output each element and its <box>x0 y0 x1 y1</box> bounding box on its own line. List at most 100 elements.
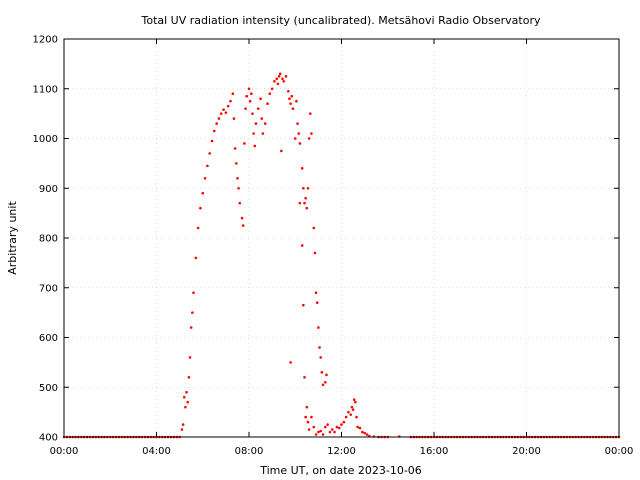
data-point <box>313 251 317 255</box>
data-point <box>219 112 223 115</box>
data-point <box>288 97 291 100</box>
data-point <box>196 226 200 230</box>
data-points <box>62 72 621 439</box>
data-point <box>312 226 316 230</box>
data-point <box>215 122 218 125</box>
data-point <box>278 72 282 76</box>
data-point <box>226 104 230 108</box>
data-point <box>273 79 276 83</box>
data-point <box>206 164 209 168</box>
data-point <box>231 92 235 96</box>
data-point <box>349 413 353 416</box>
data-point <box>304 415 307 419</box>
data-point <box>181 423 185 426</box>
data-point <box>253 144 257 148</box>
data-point <box>328 430 332 434</box>
data-point <box>254 122 258 125</box>
y-axis-label: Arbitrary unit <box>6 201 19 275</box>
data-point <box>317 326 320 329</box>
y-tick-label: 400 <box>39 433 58 444</box>
data-point <box>275 77 279 81</box>
x-axis-label: Time UT, on date 2023-10-06 <box>259 464 422 477</box>
data-point <box>312 425 316 429</box>
data-point <box>233 147 237 150</box>
data-point <box>308 112 312 115</box>
x-tick-label: 08:00 <box>235 446 264 457</box>
chart-title: Total UV radiation intensity (uncalibrat… <box>141 14 541 27</box>
data-point <box>305 405 309 409</box>
data-point <box>347 410 350 414</box>
data-point <box>248 99 252 103</box>
data-point <box>335 425 339 429</box>
data-point <box>199 206 202 210</box>
x-tick-label: 20:00 <box>512 446 541 457</box>
data-point <box>213 129 216 133</box>
data-point <box>245 94 248 98</box>
y-tick-label: 600 <box>39 333 58 344</box>
data-point <box>256 107 260 110</box>
data-point <box>224 111 228 114</box>
data-point <box>300 167 304 170</box>
data-point <box>325 373 328 377</box>
x-tick-label: 12:00 <box>327 446 356 457</box>
data-point <box>354 400 357 404</box>
data-point <box>203 177 207 180</box>
data-point <box>355 415 358 419</box>
grid-lines <box>64 39 619 437</box>
data-point <box>324 380 327 384</box>
plot-frame <box>63 38 620 438</box>
data-point <box>306 186 310 190</box>
y-tick-label: 1200 <box>33 35 58 46</box>
data-point <box>315 301 319 304</box>
data-point <box>326 423 329 426</box>
data-point <box>298 201 302 205</box>
data-point <box>241 224 245 227</box>
data-point <box>187 376 191 379</box>
data-point <box>317 430 320 434</box>
data-point <box>260 117 264 120</box>
x-tick-label: 00:00 <box>605 446 634 457</box>
data-point <box>342 420 346 424</box>
data-point <box>303 201 306 205</box>
data-point <box>180 428 184 431</box>
data-point <box>287 89 290 93</box>
data-point <box>184 405 187 409</box>
data-point <box>191 311 194 314</box>
data-point <box>321 383 325 387</box>
data-point <box>277 75 281 78</box>
data-point <box>261 132 265 135</box>
data-point <box>217 117 221 120</box>
data-point <box>290 94 294 98</box>
data-point <box>307 428 311 431</box>
data-point <box>319 429 322 433</box>
data-point <box>324 425 327 429</box>
data-point <box>365 433 369 436</box>
data-point <box>302 303 305 307</box>
data-point <box>304 196 307 200</box>
data-point <box>318 346 321 349</box>
data-point <box>303 376 306 379</box>
x-tick-label: 00:00 <box>50 446 79 457</box>
data-point <box>259 97 262 100</box>
data-point <box>302 186 305 190</box>
data-point <box>351 408 355 411</box>
data-point <box>295 99 298 103</box>
data-point <box>300 244 304 247</box>
data-point <box>340 423 343 426</box>
data-point <box>232 117 236 120</box>
data-point <box>186 400 190 404</box>
data-point <box>321 433 325 436</box>
data-point <box>270 87 274 91</box>
data-point <box>320 371 324 374</box>
data-point <box>189 326 193 329</box>
data-point <box>201 191 205 195</box>
data-point <box>344 415 348 419</box>
data-point <box>185 390 188 394</box>
data-point <box>188 356 192 359</box>
data-point <box>291 107 295 110</box>
data-point <box>250 92 253 96</box>
data-point <box>358 426 362 430</box>
data-point <box>293 137 297 140</box>
data-point <box>234 162 238 165</box>
